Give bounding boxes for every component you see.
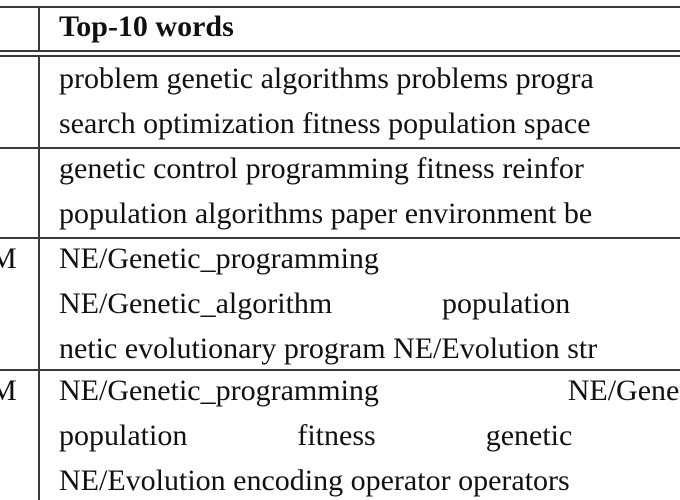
word-group: netic evolutionary program NE/Evolution … [59,332,598,365]
header-bottom-rule-double [0,55,680,57]
word-group: population [441,287,571,320]
row-label: M [0,242,17,275]
text-line: NE/Genetic_programming NE/Genetic_alg [59,369,680,414]
table-row-2-words: genetic control programming fitness rein… [59,147,680,237]
text-line: problem genetic algorithms problems prog… [59,57,680,102]
word-group: NE/Genetic_programming [59,374,379,407]
word-group: search optimization fitness population s… [59,107,591,140]
text-line: population fitness genetic evolu [59,414,680,459]
table-row-3-words: NE/Genetic_programming pr NE/Genetic_alg… [59,237,680,372]
text-line: genetic control programming fitness rein… [59,147,680,192]
word-group: population algorithms paper environment … [59,197,593,230]
table-top-rule [0,6,680,8]
row-label: M [0,374,17,407]
text-line: netic evolutionary program NE/Evolution … [59,327,680,372]
column-separator-body [38,55,40,500]
table-row-4-words: NE/Genetic_programming NE/Genetic_alg po… [59,369,680,500]
text-line: search optimization fitness population s… [59,102,680,147]
row-2-bottom-rule [0,237,680,239]
word-group: fitness [297,419,376,452]
word-group: NE/Genetic_alg [567,374,680,407]
word-group: genetic control programming fitness rein… [59,152,584,185]
text-line: population algorithms paper environment … [59,192,680,237]
text-line: NE/Evolution encoding operator operators [59,459,680,500]
text-line: NE/Genetic_algorithm population fitne [59,282,680,327]
column-header-top-words: Top-10 words [59,10,234,43]
header-bottom-rule [0,50,680,52]
word-group: population [59,419,188,452]
word-group: NE/Genetic_algorithm [59,287,333,320]
word-group: NE/Genetic_programming [59,242,379,275]
text-line: NE/Genetic_programming pr [59,237,680,282]
row-1-bottom-rule [0,147,680,149]
table-row-1-words: problem genetic algorithms problems prog… [59,57,680,147]
word-group: problem genetic algorithms problems prog… [59,62,594,95]
word-group: NE/Evolution encoding operator operators [59,464,570,497]
word-group: genetic [485,419,573,452]
column-separator-header [38,6,40,51]
row-3-bottom-rule [0,369,680,371]
